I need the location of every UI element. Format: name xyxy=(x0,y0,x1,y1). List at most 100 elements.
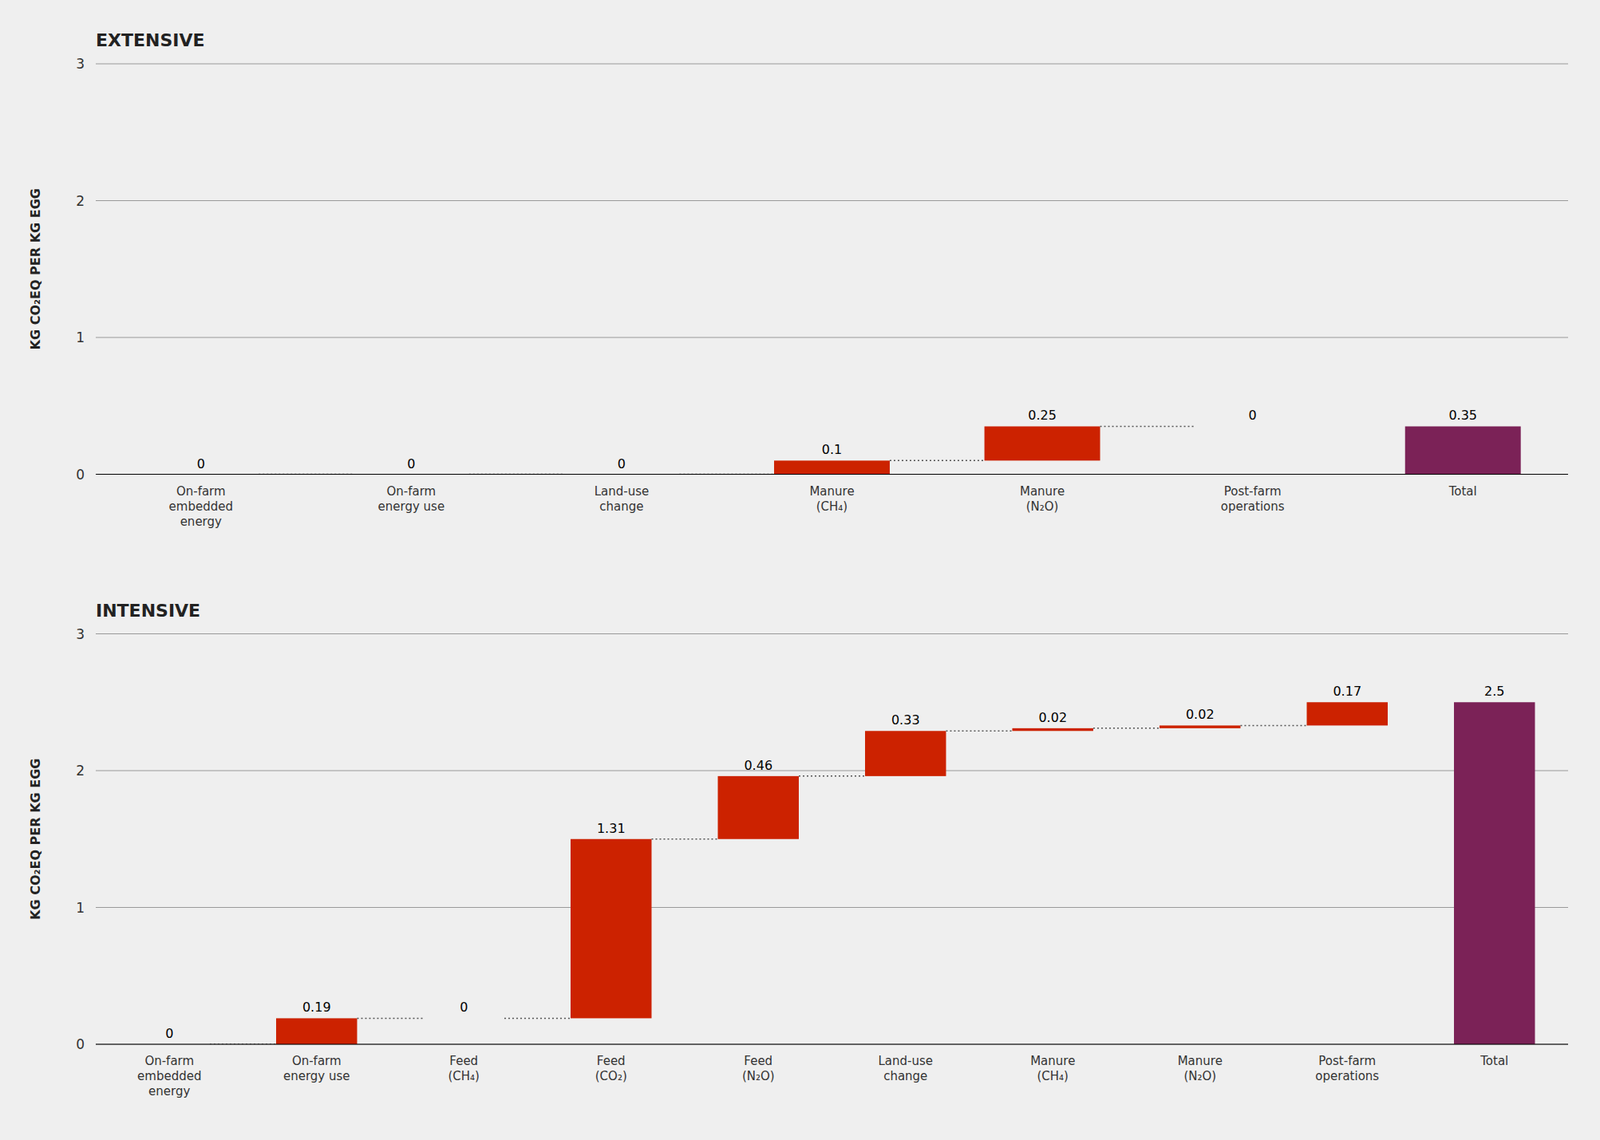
x-tick-label-line: operations xyxy=(1315,1069,1379,1084)
connector xyxy=(889,460,985,463)
y-tick-label: 2 xyxy=(75,193,85,210)
bar xyxy=(1012,728,1094,731)
x-tick-label: On-farmenergy use xyxy=(283,1054,351,1084)
x-tick-label-line: Feed xyxy=(743,1054,773,1069)
data-label: 0 xyxy=(406,456,415,472)
connector xyxy=(356,1018,423,1020)
x-tick-label: Post-farmoperations xyxy=(1315,1054,1379,1084)
y-tick-label: 1 xyxy=(75,900,85,917)
x-tick-label-line: Post-farm xyxy=(1224,484,1282,499)
chart-canvas: EXTENSIVEKG CO₂EQ PER KG EGG01230000.10.… xyxy=(0,0,1600,1140)
bars xyxy=(258,426,1521,475)
x-tick-label-line: Land-use xyxy=(877,1054,933,1069)
x-tick-label: Post-farmoperations xyxy=(1220,484,1285,514)
y-tick-label: 2 xyxy=(75,762,85,779)
x-tick-label-line: (CH₄) xyxy=(1037,1069,1069,1084)
x-tick-label-line: energy use xyxy=(378,499,446,514)
data-label: 0 xyxy=(1248,407,1257,423)
y-axis-label: KG CO₂EQ PER KG EGG xyxy=(27,188,44,350)
x-tick-label-line: (CH₄) xyxy=(816,499,848,514)
x-tick-label: Total xyxy=(1479,1054,1509,1069)
bar xyxy=(774,460,890,475)
x-tick-label: On-farmenergy use xyxy=(378,484,446,514)
x-tick-label-line: Total xyxy=(1448,484,1478,499)
x-tick-label-line: Post-farm xyxy=(1318,1054,1376,1069)
chart-panel: EXTENSIVEKG CO₂EQ PER KG EGG01230000.10.… xyxy=(27,30,1569,530)
x-tick-label-line: Manure xyxy=(1030,1054,1075,1069)
data-label: 0.25 xyxy=(1027,407,1057,423)
connector xyxy=(1100,426,1196,428)
background xyxy=(0,0,1600,1140)
x-tick-label-line: (N₂O) xyxy=(1026,499,1059,514)
connector xyxy=(1240,725,1307,727)
connector xyxy=(1093,727,1160,730)
y-tick-label: 1 xyxy=(75,329,85,346)
x-tick-label: Manure(CH₄) xyxy=(1030,1054,1075,1084)
grid-line xyxy=(95,63,1569,65)
data-label: 0.46 xyxy=(743,758,773,774)
bar xyxy=(1307,702,1388,726)
data-label: 0.33 xyxy=(891,712,921,728)
data-label: 0 xyxy=(617,456,626,472)
connector xyxy=(651,838,718,841)
x-tick-label: Land-usechange xyxy=(594,484,650,514)
connector xyxy=(798,775,866,778)
x-tick-label-line: Total xyxy=(1479,1054,1509,1069)
chart-title: INTENSIVE xyxy=(95,600,201,621)
x-tick-label-line: embedded xyxy=(137,1069,202,1084)
data-label: 2.5 xyxy=(1484,683,1505,700)
x-tick-label: On-farmembeddedenergy xyxy=(169,484,234,530)
connector xyxy=(945,730,1012,733)
x-tick-label-line: Manure xyxy=(809,484,854,499)
grid-line xyxy=(95,337,1569,339)
x-tick-label-line: On-farm xyxy=(386,484,436,499)
grid-line xyxy=(95,907,1569,909)
x-tick-label-line: Land-use xyxy=(594,484,650,499)
grid-line xyxy=(95,200,1569,202)
chart-panel: INTENSIVEKG CO₂EQ PER KG EGG012300.1901.… xyxy=(27,600,1569,1100)
grid-line xyxy=(95,474,1569,475)
bar xyxy=(984,426,1101,461)
bar xyxy=(1194,426,1311,427)
x-tick-label-line: On-farm xyxy=(144,1054,194,1069)
x-tick-label: Feed(N₂O) xyxy=(742,1054,775,1084)
grid-line xyxy=(95,1044,1569,1046)
x-tick-label: On-farmembeddedenergy xyxy=(137,1054,202,1099)
x-tick-label-line: (N₂O) xyxy=(1183,1069,1217,1084)
x-axis-line xyxy=(95,1044,1569,1046)
x-tick-label-line: energy use xyxy=(283,1069,351,1084)
x-tick-label-line: On-farm xyxy=(176,484,226,499)
x-tick-label: Feed(CO₂) xyxy=(595,1054,628,1084)
bar xyxy=(1159,725,1241,728)
y-tick-label: 0 xyxy=(75,1036,85,1053)
bar xyxy=(423,1018,505,1020)
x-tick-label: Manure(N₂O) xyxy=(1177,1054,1223,1084)
x-axis-line xyxy=(95,474,1569,475)
x-tick-label-line: energy xyxy=(180,514,222,530)
data-label: 0 xyxy=(197,456,206,472)
bar xyxy=(1405,426,1521,475)
x-tick-label-line: Manure xyxy=(1019,484,1065,499)
data-label: 0 xyxy=(165,1026,174,1042)
grid-line xyxy=(95,770,1569,772)
y-tick-label: 3 xyxy=(75,55,85,72)
grid-line xyxy=(95,633,1569,635)
x-tick-label-line: (CO₂) xyxy=(595,1069,628,1084)
bar xyxy=(718,776,799,840)
data-label: 0.1 xyxy=(821,442,842,458)
data-label: 0.02 xyxy=(1038,710,1067,726)
data-label: 1.31 xyxy=(596,821,626,837)
bars xyxy=(209,702,1536,1045)
x-tick-label-line: On-farm xyxy=(292,1054,342,1069)
x-tick-label-line: change xyxy=(883,1069,928,1084)
x-tick-label: Feed(CH₄) xyxy=(448,1054,480,1084)
x-tick-label: Manure(N₂O) xyxy=(1019,484,1065,514)
bar xyxy=(276,1018,357,1045)
x-tick-label: Land-usechange xyxy=(877,1054,933,1084)
data-label: 0.19 xyxy=(302,999,332,1016)
bar xyxy=(865,730,946,777)
x-tick-label: Manure(CH₄) xyxy=(809,484,854,514)
x-tick-label-line: (CH₄) xyxy=(448,1069,480,1084)
x-tick-label-line: Feed xyxy=(449,1054,479,1069)
bar xyxy=(570,839,652,1020)
